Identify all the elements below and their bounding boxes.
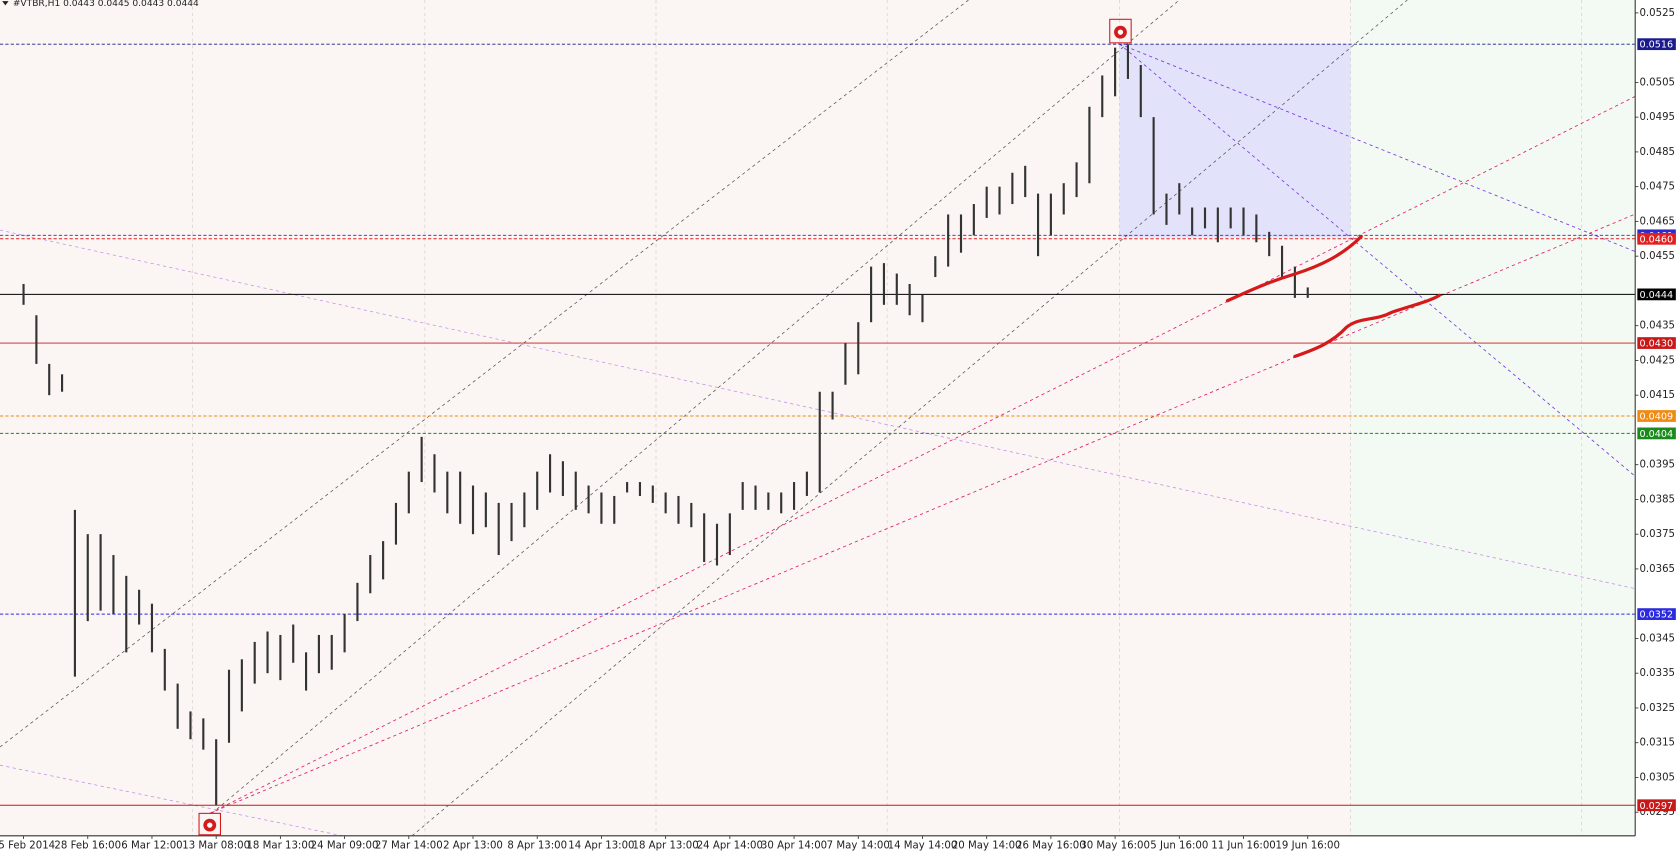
x-tick-label: 8 Apr 13:00: [507, 840, 567, 851]
y-tick-label: 0.0505: [1639, 77, 1675, 88]
channel-lines: [0, 0, 1408, 837]
y-tick-label: 0.0455: [1639, 251, 1675, 262]
x-tick-label: 5 Jun 16:00: [1150, 840, 1208, 851]
y-tick-label: 0.0315: [1639, 738, 1675, 749]
y-tick-label: 0.0465: [1639, 216, 1675, 227]
y-tick-label: 0.0375: [1639, 529, 1675, 540]
level-label-box: [1637, 608, 1676, 621]
level-label: 0.0409: [1639, 412, 1673, 423]
x-tick-label: 7 May 14:00: [827, 840, 890, 851]
x-tick-label: 2 Apr 13:00: [443, 840, 503, 851]
x-tick-label: 6 Mar 12:00: [121, 840, 182, 851]
resistance-lines: [1119, 43, 1636, 477]
level-label-box: [1637, 38, 1676, 51]
y-tick-label: 0.0525: [1639, 8, 1675, 19]
level-label: 0.0404: [1639, 429, 1673, 440]
y-tick-label: 0.0395: [1639, 460, 1675, 471]
level-label-box: [1637, 232, 1676, 245]
price-bars: [22, 44, 1309, 806]
level-label-box: [1637, 288, 1676, 301]
level-label-box: [1637, 427, 1676, 440]
level-label: 0.0352: [1639, 610, 1673, 621]
x-tick-label: 18 Mar 13:00: [246, 840, 314, 851]
pivot-markers: [198, 18, 1132, 836]
x-tick-label: 24 Apr 14:00: [697, 840, 763, 851]
x-tick-label: 30 May 16:00: [1080, 840, 1150, 851]
y-tick-label: 0.0345: [1639, 633, 1675, 644]
y-tick-label: 0.0305: [1639, 772, 1675, 783]
level-label: 0.0430: [1639, 339, 1673, 350]
y-tick-label: 0.0325: [1639, 703, 1675, 714]
y-tick-label: 0.0295: [1639, 807, 1675, 818]
y-tick-label: 0.0335: [1639, 668, 1675, 679]
price-axis-panel: [1635, 0, 1678, 853]
level-label: 0.0460: [1639, 234, 1673, 245]
y-tick-label: 0.0435: [1639, 321, 1675, 332]
y-tick-label: 0.0365: [1639, 564, 1675, 575]
x-tick-label: 19 Jun 16:00: [1275, 840, 1340, 851]
menu-arrow[interactable]: [2, 1, 9, 6]
level-label: 0.0444: [1639, 290, 1673, 301]
projection-zone: [1350, 0, 1636, 836]
x-tick-label: 20 May 14:00: [952, 840, 1022, 851]
x-tick-label: 24 Mar 09:00: [311, 840, 379, 851]
level-label-box: [1637, 799, 1676, 812]
x-tick-label: 27 Mar 14:00: [375, 840, 443, 851]
x-tick-label: 11 Jun 16:00: [1211, 840, 1276, 851]
x-tick-label: 30 Apr 14:00: [761, 840, 827, 851]
x-tick-label: 13 Mar 08:00: [182, 840, 250, 851]
y-tick-label: 0.0415: [1639, 390, 1675, 401]
x-tick-label: 25 Feb 2014: [0, 840, 55, 851]
level-label-box: [1637, 337, 1676, 349]
level-label: 0.0516: [1639, 40, 1673, 51]
y-tick-label: 0.0485: [1639, 147, 1675, 158]
support-lines: [209, 95, 1636, 814]
chart-title: #VTBR,H1 0.0443 0.0445 0.0443 0.0444: [13, 0, 199, 9]
time-axis-panel: [0, 835, 1678, 853]
x-tick-label: 14 Apr 13:00: [568, 840, 634, 851]
x-tick-label: 14 May 14:00: [888, 840, 958, 851]
y-tick-label: 0.0475: [1639, 182, 1675, 193]
y-tick-label: 0.0385: [1639, 494, 1675, 505]
x-tick-label: 18 Apr 13:00: [633, 840, 699, 851]
hand-drawn-strokes: [1225, 234, 1441, 359]
y-tick-label: 0.0495: [1639, 112, 1675, 123]
level-label: 0.0297: [1639, 801, 1673, 812]
x-tick-label: 28 Feb 16:00: [54, 840, 121, 851]
y-tick-label: 0.0425: [1639, 355, 1675, 366]
period-separators: [192, 0, 1583, 836]
level-label-box: [1637, 410, 1676, 422]
x-tick-label: 26 May 16:00: [1016, 840, 1086, 851]
fan-lines: [0, 229, 1636, 837]
